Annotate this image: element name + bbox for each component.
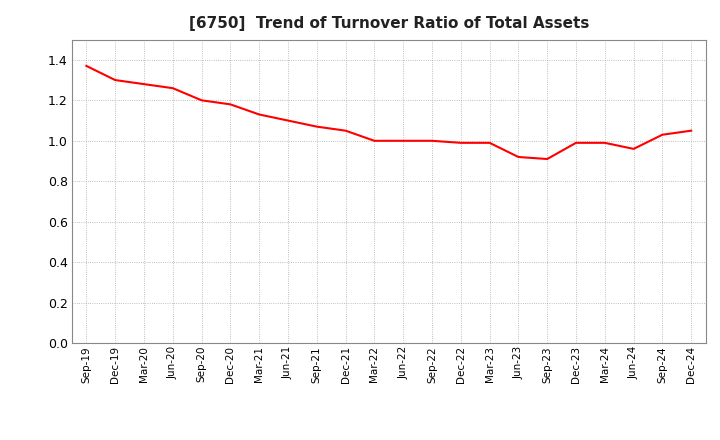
Title: [6750]  Trend of Turnover Ratio of Total Assets: [6750] Trend of Turnover Ratio of Total … <box>189 16 589 32</box>
